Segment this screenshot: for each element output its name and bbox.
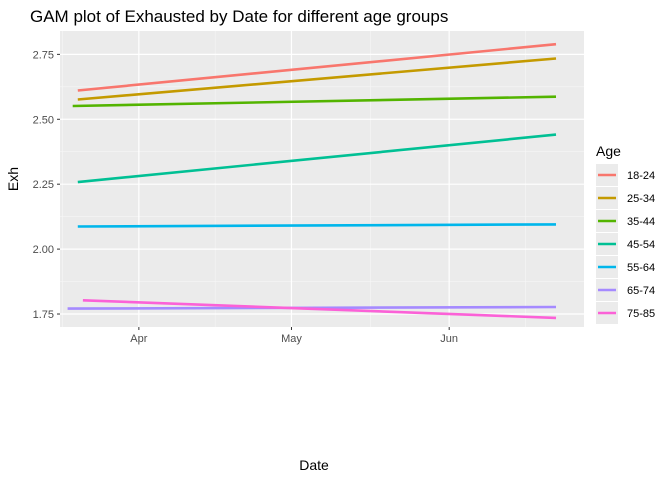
series-line-75-85: [82, 299, 557, 320]
y-axis-title: Exh: [5, 167, 21, 191]
y-tick-label: 2.50: [33, 114, 54, 126]
legend-label: 25-34: [627, 193, 655, 205]
legend-item-45-54: 45-54: [596, 233, 655, 255]
x-tick-label: Apr: [130, 333, 147, 345]
x-axis: Apr May Jun: [130, 327, 458, 345]
legend-label: 65-74: [627, 285, 655, 297]
legend-item-65-74: 65-74: [596, 279, 655, 301]
series-lines: [67, 42, 557, 320]
chart-title: GAM plot of Exhausted by Date for differ…: [30, 7, 448, 26]
y-tick-label: 1.75: [33, 309, 54, 321]
series-line-25-34: [77, 57, 557, 101]
legend-item-18-24: 18-24: [596, 164, 655, 186]
x-tick-label: May: [281, 333, 302, 345]
legend-title: Age: [596, 143, 621, 159]
series-line-35-44: [72, 95, 557, 108]
y-tick-label: 2.25: [33, 179, 54, 191]
series-line-18-24: [77, 42, 557, 92]
legend-label: 35-44: [627, 216, 655, 228]
y-tick-label: 2.75: [33, 49, 54, 61]
plot-panel: [60, 31, 584, 327]
series-line-55-64: [77, 223, 557, 228]
x-axis-title: Date: [299, 457, 329, 473]
legend-label: 55-64: [627, 262, 655, 274]
major-gridlines: [60, 31, 584, 327]
legend-label: 75-85: [627, 308, 655, 320]
y-tick-label: 2.00: [33, 244, 54, 256]
legend-items: 18-24 25-34 35-44 45-54 55-64 65-74 75-85: [596, 164, 655, 324]
legend-label: 18-24: [627, 170, 655, 182]
legend: Age 18-24 25-34 35-44 45-54 55-64 65-74 75-85: [596, 143, 655, 324]
series-line-45-54: [77, 133, 557, 184]
legend-item-55-64: 55-64: [596, 256, 655, 278]
legend-item-35-44: 35-44: [596, 210, 655, 232]
legend-item-25-34: 25-34: [596, 187, 655, 209]
legend-label: 45-54: [627, 239, 655, 251]
y-axis: 1.75 2.00 2.25 2.50 2.75: [33, 49, 60, 321]
minor-gridlines: [60, 31, 584, 327]
legend-item-75-85: 75-85: [596, 302, 655, 324]
x-tick-label: Jun: [440, 333, 458, 345]
